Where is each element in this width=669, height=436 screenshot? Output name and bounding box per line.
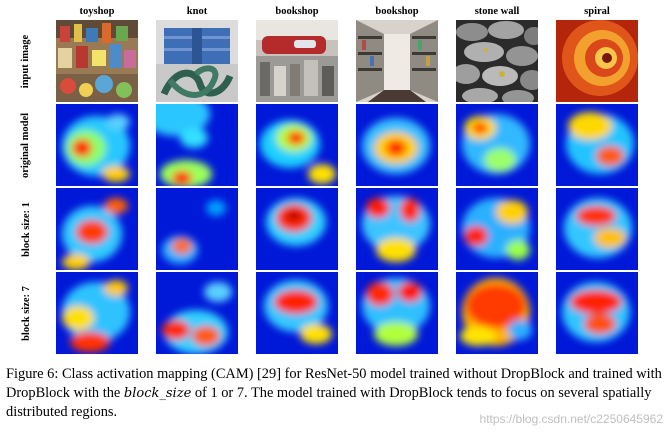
input-image-bookshop-2: [356, 20, 438, 102]
column-label-bookshop-2: bookshop: [375, 6, 419, 17]
column-label-toyshop: toyshop: [79, 6, 115, 17]
column-label-spiral: spiral: [584, 6, 610, 17]
cam-heatmap-original-model-toyshop: [56, 104, 138, 186]
row-label-original-model: original model: [20, 112, 32, 178]
column-label-bookshop-1: bookshop: [275, 6, 319, 17]
input-image-stone-wall: [456, 20, 538, 102]
input-image-bookshop-1: [256, 20, 338, 102]
cam-heatmap-block-size-7-toyshop: [56, 272, 138, 354]
caption-block-size-param: block_size: [123, 386, 192, 401]
cam-heatmap-block-size-7-bookshop-1: [256, 272, 338, 354]
cam-heatmap-original-model-bookshop-2: [356, 104, 438, 186]
input-image-knot: [156, 20, 238, 102]
cam-heatmap-block-size-1-spiral: [556, 188, 638, 270]
cam-heatmap-block-size-1-bookshop-1: [256, 188, 338, 270]
cam-heatmap-original-model-bookshop-1: [256, 104, 338, 186]
watermark-url: https://blog.csdn.net/c2250645962: [479, 412, 663, 426]
column-label-stone-wall: stone wall: [474, 6, 520, 17]
cam-heatmap-original-model-knot: [156, 104, 238, 186]
cam-heatmap-original-model-spiral: [556, 104, 638, 186]
row-label-input-image: input image: [20, 34, 32, 88]
cam-heatmap-block-size-1-stone-wall: [456, 188, 538, 270]
figure-caption: Figure 6: Class activation mapping (CAM)…: [6, 365, 666, 422]
cam-heatmap-block-size-1-bookshop-2: [356, 188, 438, 270]
row-label-block-size-7: block size: 7: [20, 285, 32, 341]
cam-heatmap-block-size-7-spiral: [556, 272, 638, 354]
column-label-knot: knot: [186, 6, 208, 17]
cam-heatmap-block-size-7-knot: [156, 272, 238, 354]
caption-part-1: Figure 6: Class activation mapping (CAM)…: [6, 366, 662, 401]
input-image-spiral: [556, 20, 638, 102]
cam-heatmap-block-size-1-knot: [156, 188, 238, 270]
row-label-block-size-1: block size: 1: [20, 201, 32, 257]
caption-part-2: of 1 or 7. The model trained with DropBl…: [6, 385, 652, 420]
cam-heatmap-block-size-7-bookshop-2: [356, 272, 438, 354]
cam-heatmap-block-size-7-stone-wall: [456, 272, 538, 354]
input-image-toyshop: [56, 20, 138, 102]
cam-heatmap-original-model-stone-wall: [456, 104, 538, 186]
cam-heatmap-block-size-1-toyshop: [56, 188, 138, 270]
